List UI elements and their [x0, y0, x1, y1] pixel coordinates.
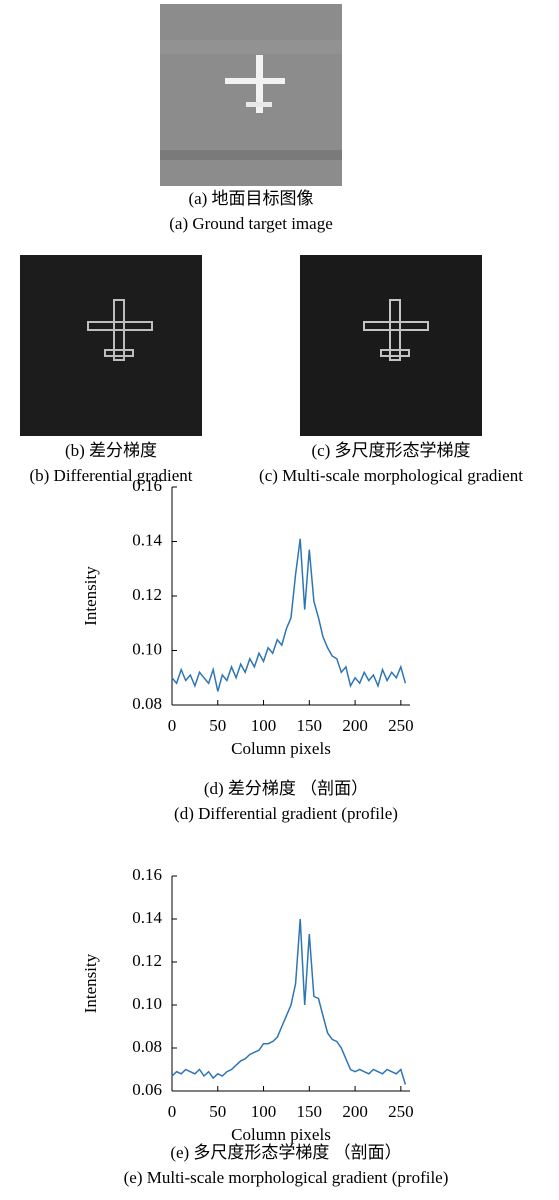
- y-tick-label: 0.12: [132, 585, 162, 604]
- x-tick-label: 100: [251, 716, 277, 735]
- x-tick-label: 200: [342, 716, 368, 735]
- x-tick-label: 250: [388, 716, 414, 735]
- x-tick-label: 50: [209, 716, 226, 735]
- x-tick-label: 150: [297, 1102, 323, 1121]
- image-a: [160, 4, 342, 186]
- y-tick-label: 0.14: [132, 908, 162, 927]
- y-tick-label: 0.12: [132, 951, 162, 970]
- x-axis-label: Column pixels: [231, 1125, 331, 1144]
- y-tick-label: 0.14: [132, 530, 162, 549]
- y-tick-label: 0.10: [132, 994, 162, 1013]
- caption: (a) Ground target image: [169, 214, 332, 233]
- caption: (e) Multi-scale morphological gradient (…: [124, 1168, 449, 1187]
- y-axis-label: Intensity: [81, 953, 100, 1013]
- x-tick-label: 0: [168, 1102, 177, 1121]
- caption: (b) 差分梯度: [65, 441, 157, 460]
- caption: (c) Multi-scale morphological gradient: [259, 466, 523, 485]
- y-tick-label: 0.08: [132, 694, 162, 713]
- x-axis-label: Column pixels: [231, 739, 331, 758]
- x-tick-label: 150: [297, 716, 323, 735]
- y-axis-label: Intensity: [81, 566, 100, 626]
- x-tick-label: 50: [209, 1102, 226, 1121]
- line: [171, 538, 407, 692]
- y-tick-label: 0.08: [132, 1037, 162, 1056]
- caption: (b) Differential gradient: [29, 466, 192, 485]
- y-tick-label: 0.16: [132, 476, 162, 495]
- image-c: [300, 255, 482, 436]
- caption: (c) 多尺度形态学梯度: [311, 441, 470, 460]
- x-tick-label: 100: [251, 1102, 277, 1121]
- line: [171, 918, 407, 1085]
- y-tick-label: 0.16: [132, 865, 162, 884]
- caption: (d) 差分梯度 （剖面）: [204, 779, 368, 798]
- x-tick-label: 250: [388, 1102, 414, 1121]
- caption: (e) 多尺度形态学梯度 （剖面）: [170, 1143, 401, 1162]
- caption: (d) Differential gradient (profile): [174, 804, 398, 823]
- y-tick-label: 0.06: [132, 1080, 162, 1099]
- x-tick-label: 200: [342, 1102, 368, 1121]
- x-tick-label: 0: [168, 716, 177, 735]
- y-tick-label: 0.10: [132, 639, 162, 658]
- caption: (a) 地面目标图像: [188, 189, 313, 208]
- image-b: [20, 255, 202, 436]
